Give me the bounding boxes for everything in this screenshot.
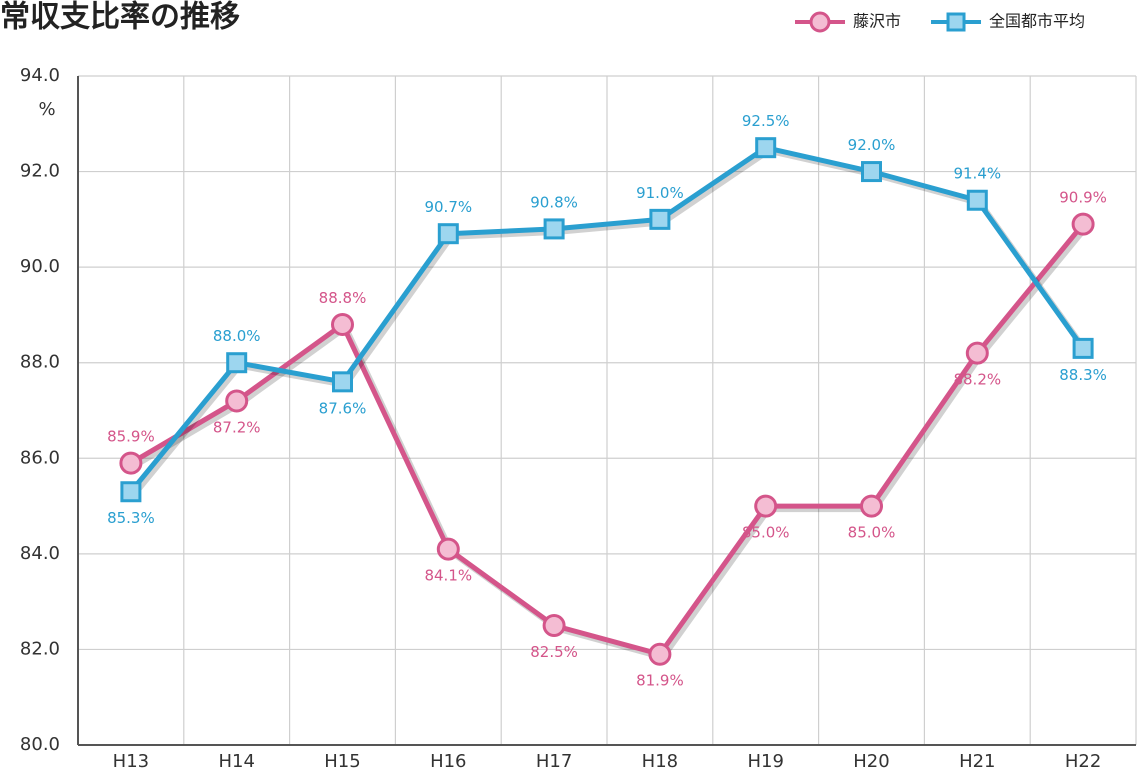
data-label: 85.0%	[848, 524, 896, 542]
data-label: 88.0%	[213, 327, 261, 345]
legend-label: 全国都市平均	[989, 12, 1085, 31]
data-label: 92.5%	[742, 112, 790, 130]
legend-label: 藤沢市	[853, 12, 901, 31]
data-label: 85.0%	[742, 524, 790, 542]
data-label: 87.6%	[319, 399, 367, 417]
data-label: 90.8%	[530, 193, 578, 211]
point-marker	[754, 494, 778, 518]
point-marker	[860, 494, 883, 518]
data-label: 84.1%	[424, 567, 472, 585]
point-marker	[755, 137, 777, 159]
y-unit: %	[38, 99, 55, 120]
point-marker	[331, 312, 354, 336]
y-tick-label: 94.0	[20, 65, 60, 86]
y-tick-label: 86.0	[20, 447, 60, 468]
x-tick-label: H16	[430, 751, 466, 771]
legend-marker	[809, 11, 831, 33]
data-label: 92.0%	[848, 136, 896, 154]
y-tick-label: 80.0	[20, 734, 60, 755]
data-label: 91.4%	[953, 165, 1001, 183]
point-marker	[226, 352, 248, 374]
legend-marker	[946, 12, 966, 32]
point-marker	[543, 218, 565, 240]
point-marker	[119, 451, 143, 475]
point-marker	[648, 642, 672, 666]
series-line	[128, 145, 1086, 494]
point-marker	[1072, 337, 1094, 359]
x-tick-label: H14	[218, 751, 254, 771]
data-label: 91.0%	[636, 184, 684, 202]
point-marker	[437, 223, 459, 245]
x-tick-label: H13	[113, 751, 149, 771]
x-tick-label: H22	[1065, 751, 1101, 771]
y-tick-label: 84.0	[20, 543, 60, 564]
data-label: 82.5%	[530, 643, 578, 661]
x-tick-label: H17	[536, 751, 572, 771]
x-tick-label: H19	[747, 751, 783, 771]
point-marker	[436, 537, 460, 561]
y-tick-label: 90.0	[20, 256, 60, 277]
series-line	[129, 222, 1086, 657]
point-marker	[861, 161, 882, 183]
data-label: 85.3%	[107, 509, 155, 527]
point-marker	[332, 371, 353, 393]
x-tick-label: H18	[642, 751, 678, 771]
point-marker	[542, 614, 566, 638]
data-label: 85.9%	[107, 428, 155, 446]
point-marker	[965, 341, 989, 365]
data-label: 87.2%	[213, 418, 261, 436]
data-label: 90.9%	[1059, 189, 1107, 207]
x-tick-label: H20	[853, 751, 889, 771]
y-tick-label: 82.0	[20, 638, 60, 659]
point-marker	[649, 208, 671, 230]
x-tick-label: H15	[324, 751, 360, 771]
point-marker	[120, 481, 142, 503]
point-marker	[966, 189, 988, 211]
data-label: 90.7%	[424, 198, 472, 216]
data-label: 81.9%	[636, 672, 684, 690]
data-label: 88.8%	[319, 289, 367, 307]
chart-title: 常収支比率の推移	[0, 0, 240, 35]
y-tick-label: 92.0	[20, 161, 60, 182]
point-marker	[225, 389, 249, 413]
x-tick-label: H21	[959, 751, 995, 771]
data-label: 88.3%	[1059, 366, 1107, 384]
point-marker	[1071, 212, 1095, 236]
data-label: 88.2%	[953, 371, 1001, 389]
y-tick-label: 88.0	[20, 352, 60, 373]
